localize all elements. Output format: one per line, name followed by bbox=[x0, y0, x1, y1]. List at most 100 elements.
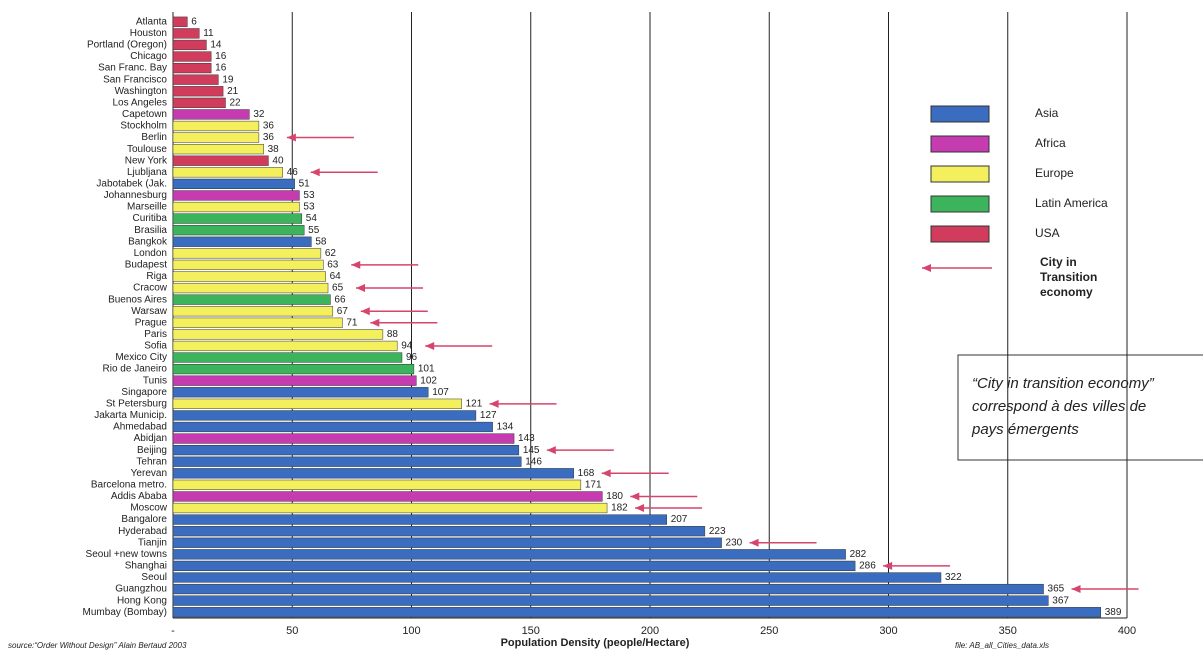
x-axis-label: Population Density (people/Hectare) bbox=[501, 637, 690, 649]
bar bbox=[172, 375, 417, 386]
value-label: 223 bbox=[709, 526, 726, 537]
transition-arrow-head bbox=[356, 284, 366, 293]
value-label: 36 bbox=[263, 121, 275, 132]
bar bbox=[172, 271, 326, 282]
value-label: 230 bbox=[726, 537, 743, 548]
bar bbox=[172, 62, 212, 74]
legend-label: USA bbox=[1035, 226, 1060, 240]
bar bbox=[172, 97, 226, 108]
bar bbox=[172, 572, 942, 583]
bar bbox=[172, 16, 188, 27]
value-label: 16 bbox=[215, 51, 227, 62]
bar bbox=[172, 445, 520, 456]
value-label: 66 bbox=[334, 294, 346, 305]
x-tick-label: - bbox=[171, 625, 175, 637]
x-tick-label: 200 bbox=[641, 625, 659, 637]
y-tick-label: Guangzhou bbox=[115, 584, 167, 595]
bar bbox=[172, 583, 1044, 595]
y-tick-label: New York bbox=[125, 155, 168, 166]
legend-label: Europe bbox=[1035, 166, 1074, 180]
y-tick-label: Washington bbox=[115, 86, 167, 97]
legend-arrow-head bbox=[922, 264, 931, 272]
y-tick-label: Cracow bbox=[133, 283, 168, 294]
bar bbox=[172, 282, 329, 294]
value-label: 286 bbox=[859, 561, 876, 572]
legend-transition-label: economy bbox=[1040, 285, 1093, 299]
value-label: 322 bbox=[945, 572, 962, 583]
y-tick-label: Prague bbox=[135, 317, 168, 328]
bar bbox=[172, 86, 224, 97]
y-tick-label: Tianjin bbox=[138, 537, 167, 548]
value-label: 53 bbox=[303, 202, 315, 213]
value-label: 282 bbox=[850, 549, 867, 560]
file-name: file: AB_all_Cities_data.xls bbox=[955, 641, 1049, 650]
transition-arrow-head bbox=[1071, 585, 1081, 594]
y-tick-label: Singapore bbox=[121, 387, 167, 398]
bar bbox=[172, 132, 260, 143]
bar bbox=[172, 190, 300, 201]
value-label: 180 bbox=[606, 491, 623, 502]
y-tick-label: Portland (Oregon) bbox=[87, 40, 167, 51]
value-label: 207 bbox=[671, 514, 688, 525]
y-tick-label: Bangkok bbox=[128, 236, 168, 247]
y-tick-label: Addis Ababa bbox=[111, 491, 168, 502]
bar bbox=[172, 410, 477, 421]
y-tick-label: Marseille bbox=[127, 202, 167, 213]
y-tick-label: Warsaw bbox=[131, 306, 168, 317]
bar bbox=[172, 421, 493, 433]
y-tick-label: St Petersburg bbox=[106, 398, 167, 409]
y-tick-label: Tunis bbox=[143, 375, 167, 386]
y-tick-label: Jabotabek (Jak. bbox=[96, 179, 167, 190]
x-tick-label: 150 bbox=[522, 625, 540, 637]
legend-label: Latin America bbox=[1035, 196, 1108, 210]
bar bbox=[172, 560, 856, 572]
source: source:“Order Without Design” Alain Bert… bbox=[8, 641, 187, 650]
value-label: 51 bbox=[299, 179, 311, 190]
value-label: 58 bbox=[315, 236, 327, 247]
legend-swatch bbox=[930, 165, 990, 183]
x-tick-label: 250 bbox=[760, 625, 778, 637]
y-tick-label: Toulouse bbox=[127, 144, 167, 155]
value-label: 145 bbox=[523, 445, 540, 456]
value-label: 38 bbox=[268, 144, 280, 155]
transition-arrow-head bbox=[370, 318, 380, 327]
value-label: 21 bbox=[227, 86, 239, 97]
legend-swatch bbox=[930, 225, 990, 243]
value-label: 46 bbox=[287, 167, 299, 178]
y-tick-label: Jakarta Municip. bbox=[94, 410, 167, 421]
bar bbox=[172, 329, 384, 340]
annotation-box bbox=[957, 354, 1203, 461]
legend-swatch bbox=[930, 195, 990, 213]
value-label: 101 bbox=[418, 364, 435, 375]
value-label: 32 bbox=[253, 109, 265, 120]
y-tick-label: Ljubljana bbox=[127, 167, 167, 178]
y-tick-label: Berlin bbox=[141, 132, 167, 143]
bar bbox=[172, 225, 305, 236]
y-tick-label: Abidjan bbox=[134, 433, 167, 444]
y-tick-label: Mexico City bbox=[115, 352, 167, 363]
y-tick-label: Buenos Aires bbox=[108, 294, 167, 305]
y-tick-label: Curitiba bbox=[133, 213, 168, 224]
value-label: 67 bbox=[337, 306, 349, 317]
bar bbox=[172, 317, 343, 328]
y-tick-label: Houston bbox=[130, 28, 167, 39]
y-tick-label: Seoul +new towns bbox=[86, 549, 167, 560]
y-tick-label: San Franc. Bay bbox=[98, 63, 167, 74]
bar bbox=[172, 144, 264, 155]
value-label: 127 bbox=[480, 410, 497, 421]
value-label: 88 bbox=[387, 329, 399, 340]
bar bbox=[172, 201, 300, 213]
value-label: 121 bbox=[466, 398, 483, 409]
value-label: 64 bbox=[330, 271, 342, 282]
value-label: 63 bbox=[327, 260, 339, 271]
value-label: 96 bbox=[406, 352, 418, 363]
transition-arrow-head bbox=[425, 341, 435, 350]
transition-arrow-head bbox=[360, 307, 370, 316]
y-tick-label: Paris bbox=[144, 329, 167, 340]
legend-transition-label: City in bbox=[1040, 255, 1077, 269]
y-tick-label: San Francisco bbox=[103, 74, 167, 85]
bar bbox=[172, 236, 312, 247]
legend-swatch bbox=[930, 105, 990, 123]
